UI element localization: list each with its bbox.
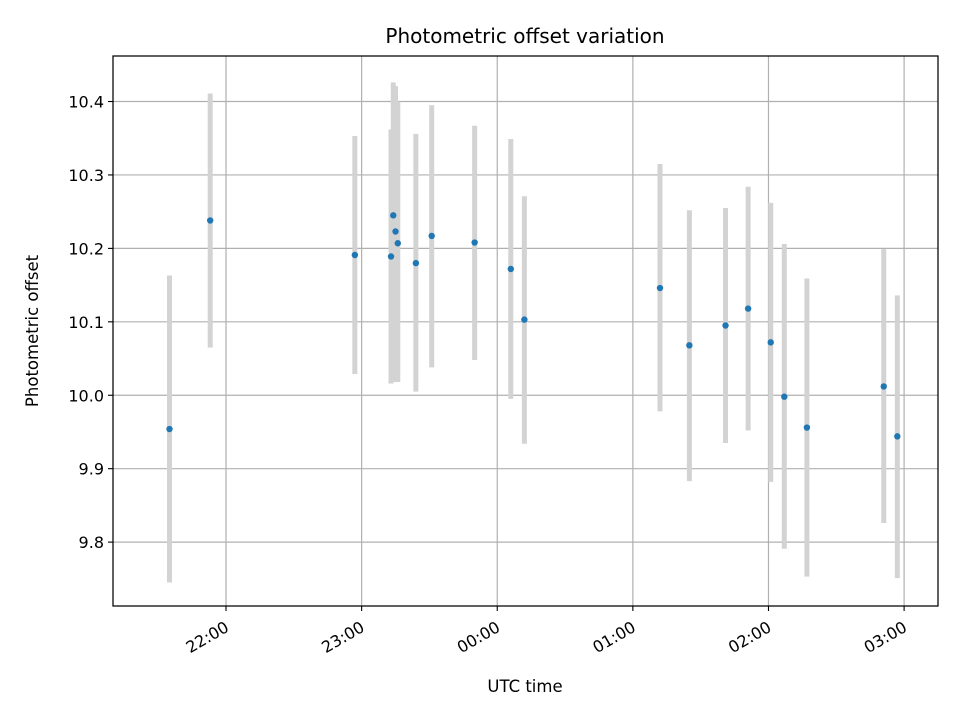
data-point: [471, 239, 478, 246]
data-point: [351, 251, 359, 259]
y-tick-label: 10.3: [68, 166, 104, 185]
data-point: [767, 339, 774, 346]
data-point: [803, 424, 811, 431]
data-point: [394, 240, 401, 247]
data-point: [744, 305, 752, 312]
y-tick-label: 10.4: [68, 93, 104, 112]
data-point: [412, 259, 420, 267]
data-point: [428, 232, 435, 240]
data-point: [656, 284, 664, 292]
data-point: [507, 265, 515, 273]
data-point: [166, 425, 173, 433]
data-point: [392, 228, 399, 235]
data-point: [781, 393, 788, 400]
data-point: [387, 253, 395, 260]
y-tick-label: 9.8: [79, 533, 104, 552]
chart-title: Photometric offset variation: [385, 24, 664, 48]
data-point: [722, 322, 729, 329]
data-point: [686, 342, 693, 349]
data-point: [206, 217, 214, 224]
y-tick-label: 10.1: [68, 313, 104, 332]
y-axis-ticks: 9.8 9.9 10.0 10.1 10.2 10.3 10.4: [68, 93, 113, 552]
x-axis-label: UTC time: [487, 677, 562, 696]
data-point: [880, 383, 887, 390]
y-axis-label: Photometric offset: [23, 254, 42, 407]
y-tick-label: 9.9: [79, 460, 104, 479]
data-points: [166, 212, 901, 440]
y-tick-label: 10.0: [68, 386, 104, 405]
data-point: [390, 212, 397, 219]
y-tick-label: 10.2: [68, 239, 104, 258]
data-point: [894, 433, 901, 440]
data-point: [521, 316, 528, 323]
plot-frame: [112, 55, 939, 607]
